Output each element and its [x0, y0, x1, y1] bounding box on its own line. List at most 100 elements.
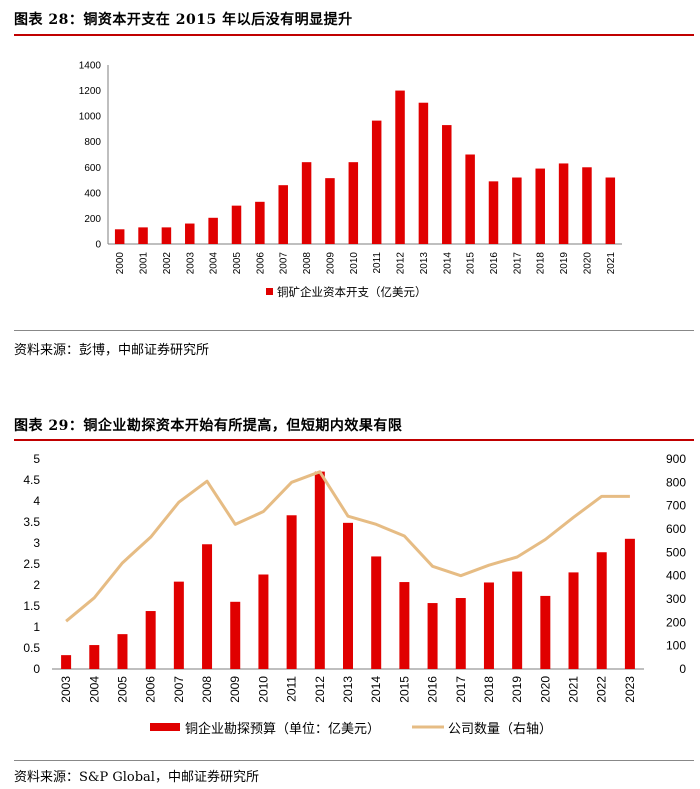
y-left-tick-label: 3.5	[23, 515, 40, 529]
x-tick-label: 2017	[454, 676, 468, 703]
x-tick-label: 2019	[510, 676, 524, 703]
x-tick-label: 2002	[162, 252, 173, 275]
bar	[258, 574, 269, 669]
bar	[418, 102, 429, 244]
x-tick-label: 2000	[115, 252, 126, 275]
y-left-tick-label: 1	[33, 620, 40, 634]
x-tick-label: 2020	[538, 676, 552, 703]
bar	[208, 217, 218, 244]
bar	[455, 598, 466, 669]
source-rule	[14, 330, 694, 331]
x-tick-label: 2004	[87, 676, 101, 703]
x-tick-label: 2005	[232, 252, 243, 275]
bar	[314, 471, 325, 669]
x-tick-label: 2001	[139, 252, 150, 275]
y-right-tick-label: 800	[666, 475, 686, 489]
bar	[343, 522, 353, 669]
y-tick-label: 600	[84, 163, 101, 174]
bar	[286, 515, 297, 669]
x-tick-label: 2021	[606, 252, 617, 275]
y-left-tick-label: 5	[33, 452, 40, 466]
y-tick-label: 1000	[79, 112, 102, 123]
y-tick-label: 800	[84, 137, 101, 148]
x-tick-label: 2014	[369, 676, 383, 703]
x-tick-label: 2007	[279, 252, 290, 275]
y-left-tick-label: 4	[33, 494, 40, 508]
y-left-tick-label: 4.5	[23, 473, 40, 487]
x-tick-label: 2023	[623, 676, 637, 703]
bar	[596, 552, 607, 669]
y-tick-label: 1200	[79, 86, 102, 97]
source-note: 资料来源：彭博，中邮证券研究所	[14, 343, 210, 358]
y-tick-label: 400	[84, 188, 101, 199]
bar	[117, 634, 128, 669]
bar	[465, 154, 475, 244]
y-left-tick-label: 0	[33, 662, 40, 676]
figure-title: 图表 29：铜企业勘探资本开始有所提高，但短期内效果有限	[14, 418, 403, 434]
y-left-tick-label: 0.5	[23, 641, 40, 655]
bar	[185, 223, 195, 244]
bar	[568, 572, 579, 669]
x-tick-label: 2022	[595, 676, 609, 703]
bar	[427, 603, 438, 669]
bar	[399, 582, 410, 669]
bar	[488, 181, 499, 244]
y-tick-label: 0	[95, 240, 101, 251]
bar	[173, 581, 184, 669]
bar	[301, 162, 312, 244]
bar	[395, 90, 405, 244]
x-tick-label: 2014	[442, 252, 453, 275]
x-tick-label: 2003	[185, 252, 196, 275]
x-tick-label: 2013	[341, 676, 355, 703]
bar	[371, 120, 382, 244]
title-rule	[14, 34, 694, 36]
bar	[558, 163, 569, 244]
bar	[202, 544, 213, 669]
x-tick-label: 2004	[209, 252, 220, 275]
x-tick-label: 2019	[559, 252, 570, 275]
y-left-tick-label: 3	[33, 536, 40, 550]
bar	[255, 201, 265, 244]
x-tick-label: 2017	[512, 252, 523, 275]
capex-bar-chart: 0 200 400 600 800 1000 1200 1400 2000 2001 2002 200…	[79, 61, 622, 299]
y-tick-label: 200	[84, 214, 101, 225]
source-rule	[14, 760, 694, 761]
bar	[624, 538, 635, 669]
x-tick-label: 2015	[397, 676, 411, 703]
legend-swatch	[150, 723, 180, 731]
bar	[483, 582, 494, 669]
x-tick-label: 2020	[582, 252, 593, 275]
y-right-tick-label: 400	[666, 569, 686, 583]
x-tick-label: 2008	[302, 252, 313, 275]
x-tick-label: 2018	[482, 676, 496, 703]
series-line	[65, 470, 630, 623]
y-right-tick-label: 0	[679, 662, 686, 676]
bar	[230, 601, 241, 669]
x-tick-label: 2012	[396, 252, 407, 275]
x-tick-label: 2005	[115, 676, 129, 703]
x-tick-label: 2012	[313, 676, 327, 703]
bar	[231, 205, 242, 244]
x-tick-label: 2006	[255, 252, 266, 275]
y-right-tick-label: 500	[666, 545, 686, 559]
y-left-tick-label: 2.5	[23, 557, 40, 571]
x-tick-label: 2016	[426, 676, 440, 703]
x-tick-label: 2011	[285, 676, 299, 702]
legend-label: 铜矿企业资本开支（亿美元）	[277, 285, 427, 299]
x-tick-label: 2006	[144, 676, 158, 703]
bar	[145, 611, 156, 669]
bar	[278, 185, 288, 244]
x-tick-label: 2015	[466, 252, 477, 275]
bar	[582, 167, 592, 244]
bar	[114, 229, 125, 244]
y-right-tick-label: 900	[666, 452, 686, 466]
title-rule	[14, 439, 694, 441]
bar	[512, 177, 522, 244]
y-left-tick-label: 2	[33, 578, 40, 592]
bar	[605, 177, 616, 244]
x-tick-label: 2016	[489, 252, 500, 275]
x-tick-label: 2010	[349, 252, 360, 275]
y-right-tick-label: 300	[666, 592, 686, 606]
figure-title: 图表 28：铜资本开支在 2015 年以后没有明显提升	[14, 12, 353, 28]
y-left-tick-label: 1.5	[23, 599, 40, 613]
